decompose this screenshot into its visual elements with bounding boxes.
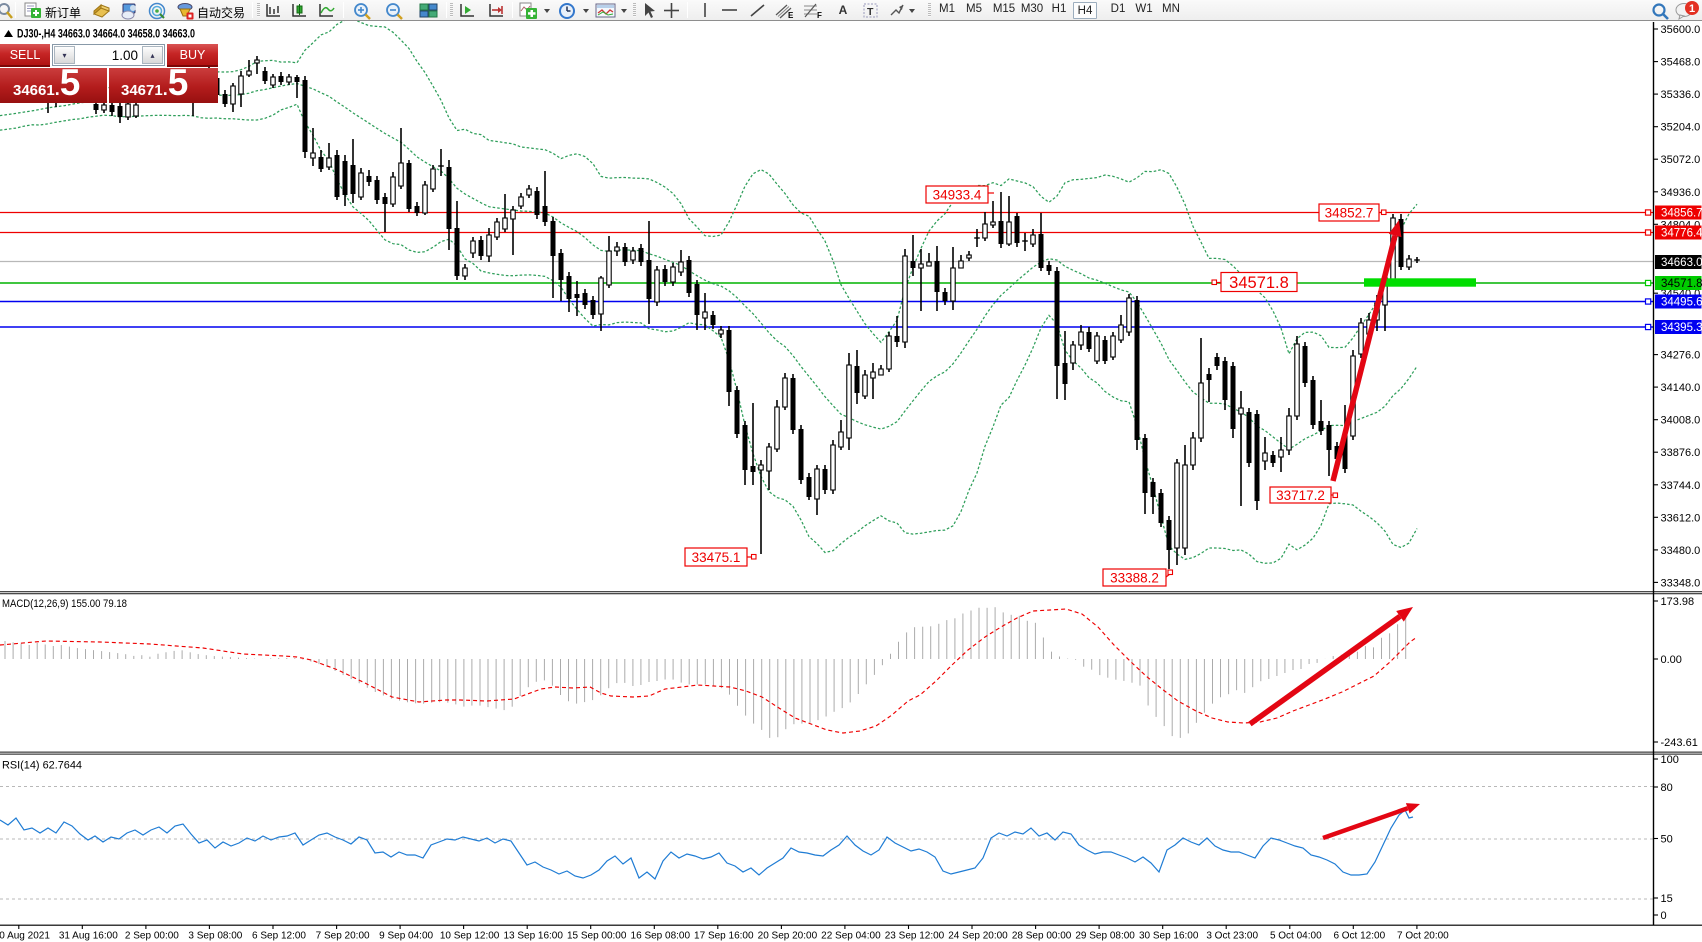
svg-text:35072.0: 35072.0	[1661, 154, 1701, 166]
svg-text:34571.8: 34571.8	[1661, 278, 1702, 290]
svg-text:34936.0: 34936.0	[1661, 187, 1701, 199]
svg-text:6 Sep 12:00: 6 Sep 12:00	[252, 931, 306, 942]
svg-text:29 Sep 08:00: 29 Sep 08:00	[1075, 931, 1135, 942]
svg-text:34140.0: 34140.0	[1661, 382, 1701, 394]
svg-text:0.00: 0.00	[1661, 654, 1682, 666]
svg-text:7 Sep 20:00: 7 Sep 20:00	[316, 931, 370, 942]
svg-text:7 Oct 20:00: 7 Oct 20:00	[1397, 931, 1449, 942]
svg-text:5 Oct 04:00: 5 Oct 04:00	[1270, 931, 1322, 942]
svg-text:RSI(14) 62.7644: RSI(14) 62.7644	[2, 760, 82, 772]
svg-text:80: 80	[1661, 782, 1673, 794]
svg-text:100: 100	[1661, 754, 1679, 766]
svg-text:0: 0	[1661, 910, 1667, 922]
svg-text:22 Sep 04:00: 22 Sep 04:00	[821, 931, 881, 942]
svg-text:-243.61: -243.61	[1661, 737, 1698, 749]
svg-text:50: 50	[1661, 833, 1673, 845]
svg-text:MACD(12,26,9) 155.00 79.18: MACD(12,26,9) 155.00 79.18	[2, 598, 127, 610]
svg-text:35204.0: 35204.0	[1661, 122, 1701, 134]
svg-text:2 Sep 00:00: 2 Sep 00:00	[125, 931, 179, 942]
svg-text:23 Sep 12:00: 23 Sep 12:00	[885, 931, 945, 942]
svg-text:30 Sep 16:00: 30 Sep 16:00	[1139, 931, 1199, 942]
svg-text:34008.0: 34008.0	[1661, 415, 1701, 427]
svg-text:3 Oct 23:00: 3 Oct 23:00	[1206, 931, 1258, 942]
svg-text:34856.7: 34856.7	[1661, 208, 1702, 220]
svg-text:34276.0: 34276.0	[1661, 350, 1701, 362]
svg-text:3 Sep 08:00: 3 Sep 08:00	[188, 931, 242, 942]
svg-text:15 Sep 00:00: 15 Sep 00:00	[567, 931, 627, 942]
svg-text:DJ30-,H4 34663.0 34664.0 3465: DJ30-,H4 34663.0 34664.0 34658.0 34663.0	[17, 27, 195, 41]
svg-text:34663.0: 34663.0	[1661, 257, 1702, 269]
svg-text:35336.0: 35336.0	[1661, 89, 1701, 101]
svg-text:34776.4: 34776.4	[1661, 228, 1702, 240]
svg-text:34571.8: 34571.8	[1229, 274, 1289, 292]
svg-text:33876.0: 33876.0	[1661, 447, 1701, 459]
svg-text:173.98: 173.98	[1661, 596, 1695, 608]
svg-text:33388.2: 33388.2	[1110, 570, 1159, 585]
svg-text:10 Sep 12:00: 10 Sep 12:00	[440, 931, 500, 942]
svg-text:34933.4: 34933.4	[933, 187, 982, 202]
svg-text:28 Sep 00:00: 28 Sep 00:00	[1012, 931, 1072, 942]
svg-text:15: 15	[1661, 893, 1673, 905]
svg-text:20 Sep 20:00: 20 Sep 20:00	[758, 931, 818, 942]
svg-text:1: 1	[1689, 3, 1695, 15]
svg-text:T: T	[867, 6, 874, 18]
svg-text:33348.0: 33348.0	[1661, 577, 1701, 589]
svg-text:31 Aug 16:00: 31 Aug 16:00	[59, 931, 118, 942]
svg-text:33744.0: 33744.0	[1661, 480, 1701, 492]
svg-text:34495.6: 34495.6	[1661, 297, 1702, 309]
svg-text:9 Sep 04:00: 9 Sep 04:00	[379, 931, 433, 942]
svg-text:33717.2: 33717.2	[1276, 488, 1325, 503]
svg-text:33612.0: 33612.0	[1661, 512, 1701, 524]
svg-text:13 Sep 16:00: 13 Sep 16:00	[503, 931, 563, 942]
svg-text:33480.0: 33480.0	[1661, 545, 1701, 557]
svg-text:16 Sep 08:00: 16 Sep 08:00	[631, 931, 691, 942]
svg-text:35600.0: 35600.0	[1661, 24, 1701, 36]
svg-text:6 Oct 12:00: 6 Oct 12:00	[1333, 931, 1385, 942]
svg-text:30 Aug 2021: 30 Aug 2021	[0, 931, 50, 942]
svg-text:17 Sep 16:00: 17 Sep 16:00	[694, 931, 754, 942]
svg-text:34852.7: 34852.7	[1325, 205, 1374, 220]
svg-text:E: E	[788, 11, 794, 20]
svg-text:34395.3: 34395.3	[1661, 322, 1702, 334]
svg-text:35468.0: 35468.0	[1661, 57, 1701, 69]
svg-text:24 Sep 20:00: 24 Sep 20:00	[948, 931, 1008, 942]
svg-text:F: F	[817, 11, 822, 20]
svg-text:33475.1: 33475.1	[692, 550, 741, 565]
